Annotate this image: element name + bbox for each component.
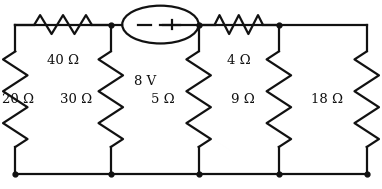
Text: 18 Ω: 18 Ω — [311, 93, 343, 106]
Text: 9 Ω: 9 Ω — [231, 93, 254, 106]
Text: 30 Ω: 30 Ω — [60, 93, 92, 106]
Text: 4 Ω: 4 Ω — [227, 54, 251, 67]
Text: 5 Ω: 5 Ω — [151, 93, 174, 106]
Text: 20 Ω: 20 Ω — [2, 93, 34, 106]
Text: 8 V: 8 V — [134, 75, 156, 88]
Text: 40 Ω: 40 Ω — [47, 54, 79, 67]
